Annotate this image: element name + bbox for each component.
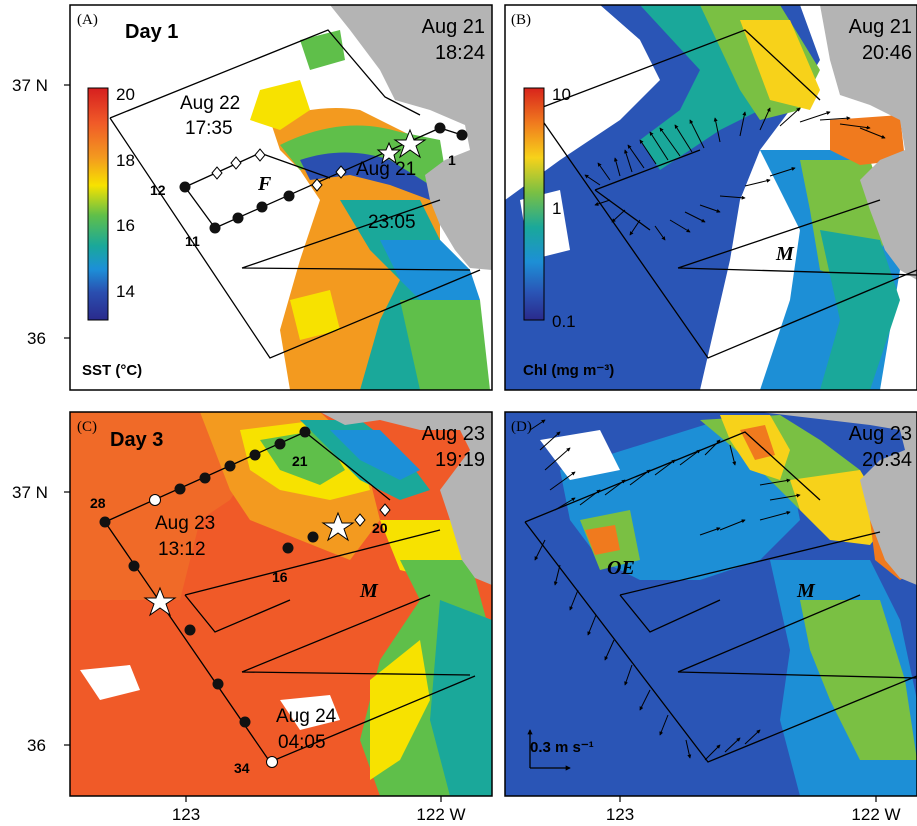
station-label: 28	[90, 495, 106, 511]
panel-b-frame	[504, 4, 917, 391]
annotation-time: 17:35	[185, 118, 233, 139]
coastline-land	[330, 5, 492, 270]
region-label: M	[775, 243, 795, 265]
colorbar-tick: 10	[552, 85, 571, 104]
colorbar-tick: 16	[116, 216, 135, 235]
panel-b-date: Aug 21	[849, 16, 912, 38]
annotation-time: 13:12	[158, 539, 206, 560]
station-markers	[179, 122, 468, 234]
panel-d-frame	[504, 411, 917, 797]
annotation-time: 23:05	[368, 212, 416, 233]
station-label: 1	[448, 152, 456, 168]
panel-c-date: Aug 23	[422, 423, 485, 445]
panel-d-time: 20:34	[862, 449, 912, 471]
station-label: 16	[272, 569, 288, 585]
front-label: F	[257, 173, 272, 195]
panel-b-label: (B)	[511, 12, 531, 28]
panel-a-frame	[69, 4, 493, 391]
star-marker	[376, 141, 402, 165]
lon-label: 123	[606, 805, 634, 824]
annotation-date: Aug 23	[155, 513, 215, 534]
panel-c-title: Day 3	[110, 429, 163, 451]
station-label: 12	[150, 182, 166, 198]
panel-c-time: 19:19	[435, 449, 485, 471]
panel-a-label: (A)	[77, 12, 98, 28]
sst-colorbar	[87, 87, 109, 321]
panel-c	[70, 412, 492, 796]
panel-c-label: (C)	[77, 419, 97, 435]
lon-label: 122 W	[851, 805, 900, 824]
velocity-scale-label: 0.3 m s⁻¹	[530, 739, 594, 756]
star-marker	[321, 511, 355, 542]
panel-a-time: 18:24	[435, 42, 485, 64]
panel-b-time: 20:46	[862, 42, 912, 64]
panel-d	[505, 412, 917, 796]
colorbar-tick: 20	[116, 85, 135, 104]
annotation-date: Aug 21	[356, 159, 416, 180]
lat-label: 36	[27, 329, 46, 348]
colorbar-tick: 1	[552, 199, 561, 218]
coastline-land	[320, 412, 492, 585]
lat-label: 36	[27, 736, 46, 755]
station-label: 11	[185, 233, 200, 249]
lat-label: 37 N	[12, 483, 48, 502]
annotation-date: Aug 24	[276, 706, 337, 727]
coastline-land	[760, 412, 917, 585]
panel-b	[505, 5, 917, 390]
panel-d-label: (D)	[511, 419, 532, 435]
panel-a-title: Day 1	[125, 21, 178, 43]
lon-label: 123	[172, 805, 200, 824]
colorbar-tick: 18	[116, 151, 135, 170]
panel-a-date: Aug 21	[422, 16, 485, 38]
station-label: 20	[372, 520, 388, 536]
annotation-date: Aug 22	[180, 93, 240, 114]
colorbar-label: SST (°C)	[82, 362, 142, 379]
chl-colorbar	[523, 87, 545, 321]
velocity-vectors	[529, 419, 801, 761]
colorbar-label: Chl (mg m⁻³)	[523, 362, 614, 379]
coastline-land	[820, 5, 917, 280]
axis-ticks	[64, 84, 877, 802]
panel-a	[70, 5, 492, 390]
panel-c-frame	[69, 411, 493, 797]
velocity-scale	[527, 729, 571, 771]
star-marker	[143, 586, 177, 617]
colorbar-tick: 0.1	[552, 312, 576, 331]
region-label: OE	[607, 557, 635, 579]
velocity-vectors	[584, 107, 886, 241]
station-label: 34	[234, 760, 250, 776]
colorbar-tick: 14	[116, 282, 135, 301]
station-markers	[99, 426, 391, 768]
lon-label: 122 W	[416, 805, 465, 824]
panel-d-date: Aug 23	[849, 423, 912, 445]
region-label: M	[796, 580, 816, 602]
station-label: 21	[292, 453, 308, 469]
lat-label: 37 N	[12, 76, 48, 95]
region-label: M	[359, 580, 379, 602]
annotation-time: 04:05	[278, 732, 326, 753]
star-marker	[393, 128, 427, 159]
